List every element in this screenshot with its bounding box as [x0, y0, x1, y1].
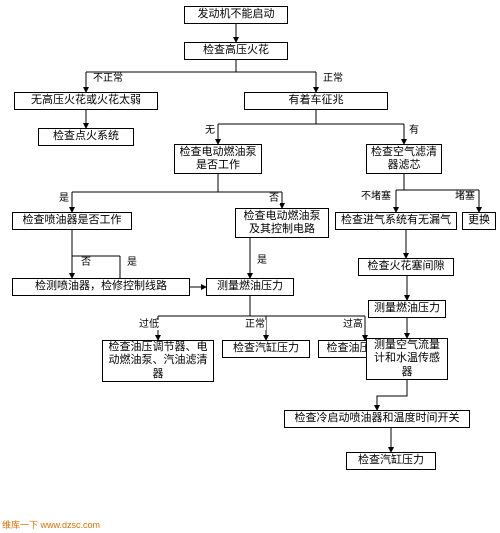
- edge-label: 不堵塞: [360, 192, 392, 202]
- edge-label: 否: [80, 258, 92, 268]
- flowchart-node-n1: 发动机不能启动: [184, 6, 288, 24]
- flowchart-node-n15: 检查油压调节器、电动燃油泵、汽油滤清器: [102, 340, 214, 382]
- edge-label: 不正常: [92, 74, 124, 84]
- flowchart-node-n14: 检查火花塞间隙: [358, 258, 454, 276]
- edge-label: 否: [268, 194, 280, 204]
- flowchart-node-n6: 检查电动燃油泵是否工作: [174, 144, 262, 174]
- edge-label: 堵塞: [454, 192, 476, 202]
- edge-label: 有: [408, 126, 420, 136]
- flowchart-node-n3: 无高压火花或火花太弱: [14, 92, 158, 110]
- flowchart-node-n7: 检查空气滤清器滤芯: [366, 144, 442, 174]
- watermark-text: 维库一下 www.dzsc.com: [2, 518, 100, 531]
- edge-label: 无: [204, 126, 216, 136]
- flowchart-node-n13: 测量燃油压力: [206, 278, 294, 296]
- flowchart-node-n11: 更换: [462, 212, 496, 230]
- flowchart-node-n4: 有着车征兆: [244, 92, 388, 110]
- flowchart-node-n9: 检查电动燃油泵及其控制电路: [235, 208, 329, 238]
- edge-label: 是: [256, 256, 268, 266]
- flowchart-node-n12: 检测喷油器，检修控制线路: [12, 278, 190, 296]
- flowchart-node-n2: 检查高压火花: [184, 42, 288, 60]
- flowchart-node-n18: 测量燃油压力: [368, 300, 446, 318]
- edge-label: 正常: [244, 320, 266, 330]
- flowchart-node-n5: 检查点火系统: [38, 128, 134, 146]
- flowchart-node-n16: 检查汽缸压力: [222, 340, 310, 358]
- edge-label: 过高: [342, 320, 364, 330]
- flowchart-node-n10: 检查进气系统有无漏气: [335, 212, 457, 230]
- edge-label: 是: [126, 258, 138, 268]
- flowchart-node-n21: 检查汽缸压力: [346, 452, 436, 470]
- edge-label: 正常: [322, 74, 344, 84]
- flowchart-node-n8: 检查喷油器是否工作: [12, 212, 132, 230]
- edge-label: 是: [58, 194, 70, 204]
- flowchart-node-n20: 检查冷启动喷油器和温度时间开关: [284, 410, 470, 428]
- edge-label: 过低: [138, 320, 160, 330]
- flowchart-node-n19: 测量空气流量计和水温传感器: [366, 338, 448, 380]
